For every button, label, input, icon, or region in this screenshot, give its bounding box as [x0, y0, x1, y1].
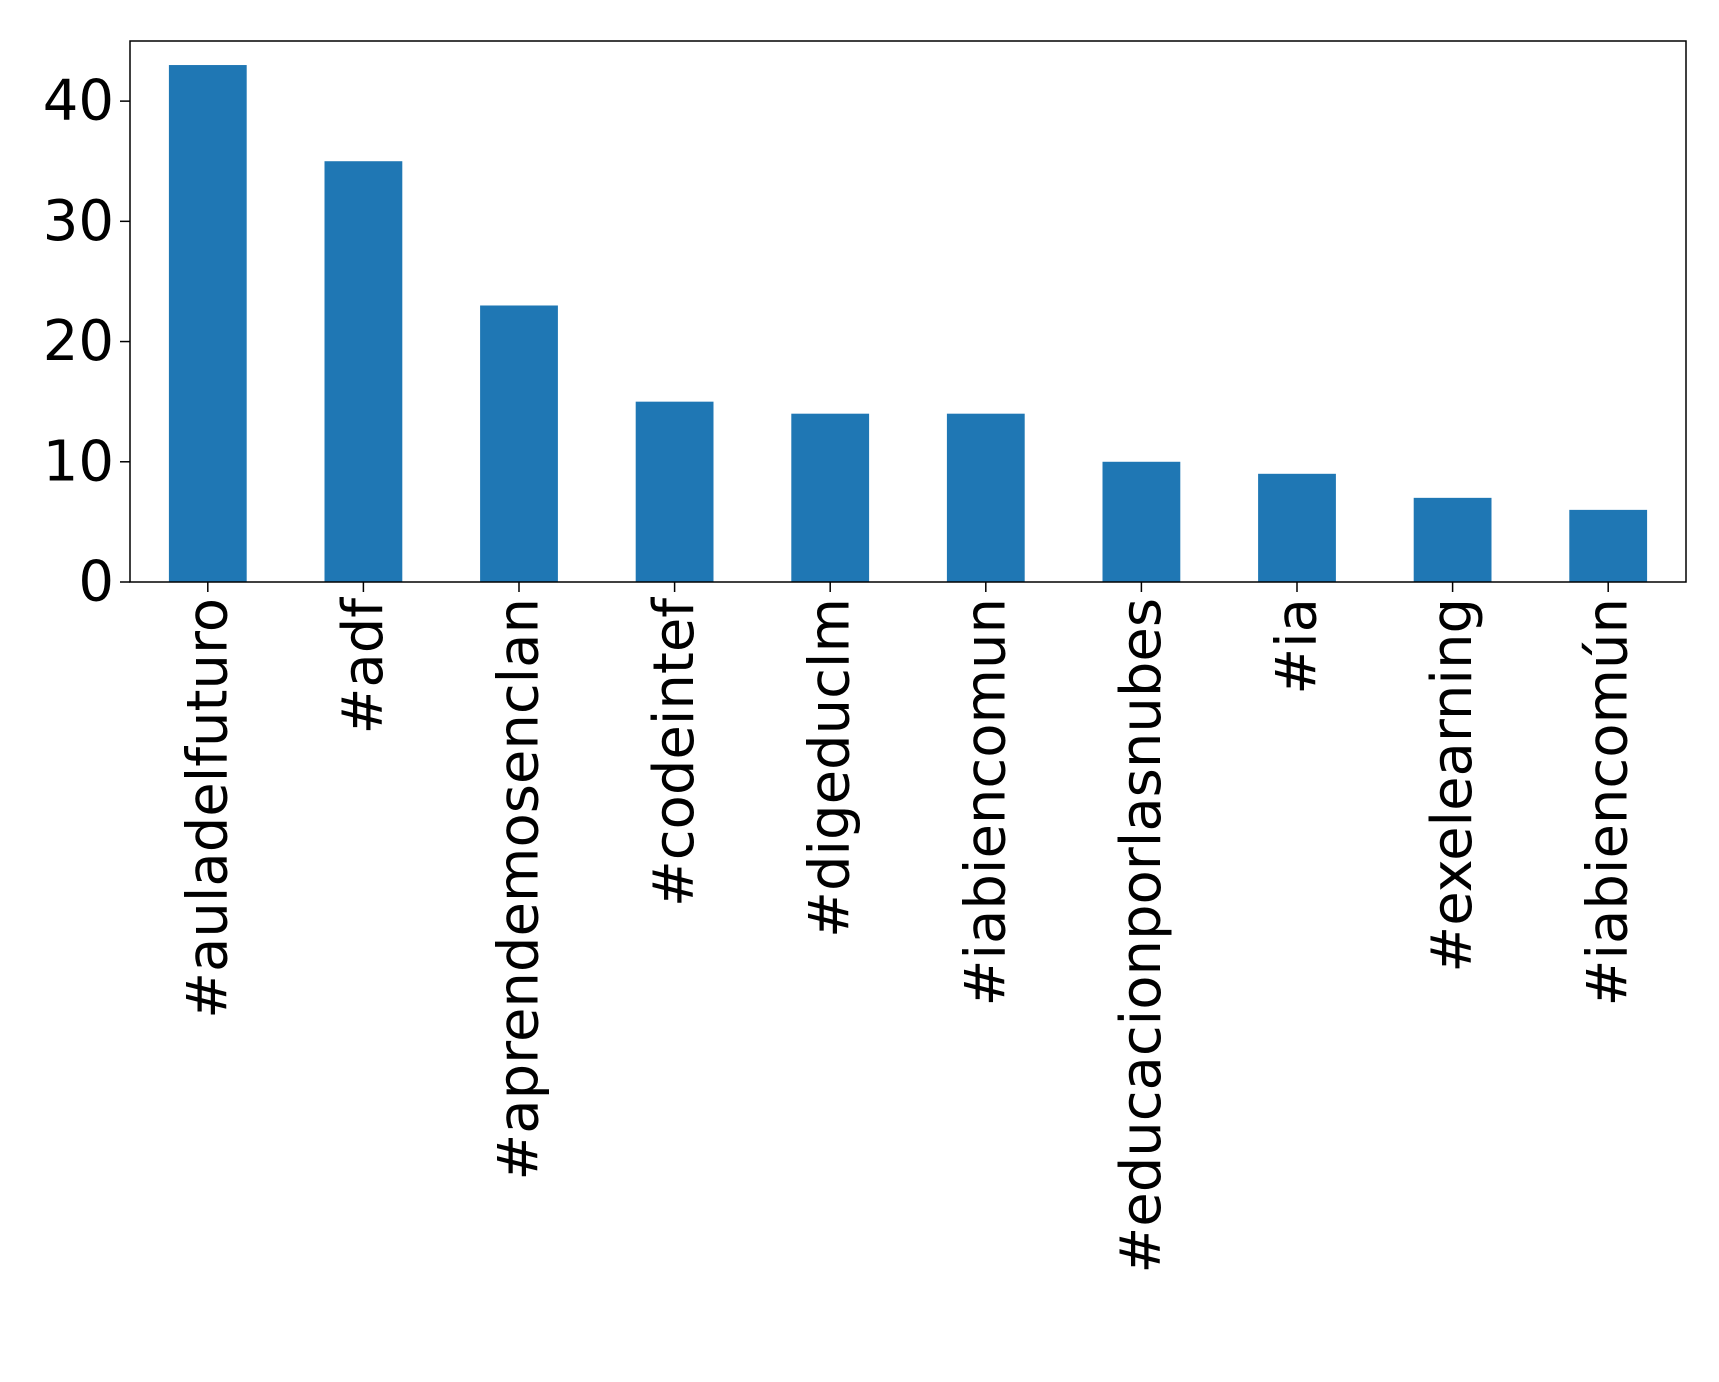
- bar-0: [168, 65, 247, 583]
- y-tick-label-3: 30: [43, 189, 114, 254]
- bar-9: [1569, 509, 1648, 582]
- x-tick-label-9: #iabiencomún: [1576, 598, 1641, 1006]
- bar-2: [480, 305, 558, 582]
- bar-1: [324, 161, 403, 582]
- bars-group: [168, 65, 1648, 583]
- bar-7: [1258, 473, 1336, 582]
- x-tick-label-7: #ia: [1265, 598, 1330, 695]
- y-tick-label-2: 20: [43, 309, 114, 374]
- bar-4: [791, 413, 870, 582]
- y-tick-label-0: 0: [78, 550, 114, 615]
- bar-8: [1413, 497, 1492, 582]
- y-tick-label-1: 10: [43, 429, 114, 494]
- plot-frame: [129, 40, 1687, 583]
- x-tick-label-5: #iabiencomun: [953, 598, 1018, 1006]
- x-tick-label-1: #adf: [331, 597, 396, 735]
- bar-5: [946, 413, 1025, 582]
- x-tick-label-2: #aprendemosenclan: [487, 598, 552, 1181]
- x-axis: #auladelfuturo #adf #aprendemosenclan #code…: [175, 582, 1641, 1274]
- x-tick-label-4: #digeduclm: [798, 598, 863, 938]
- bar-6: [1102, 461, 1181, 582]
- y-axis: 0 10 20 30 40: [43, 69, 130, 615]
- x-tick-label-6: #educacionporlasnubes: [1109, 598, 1174, 1274]
- y-tick-label-4: 40: [43, 69, 114, 134]
- x-tick-label-0: #auladelfuturo: [175, 598, 240, 1019]
- bar-3: [635, 401, 714, 582]
- x-tick-label-8: #exelearning: [1420, 598, 1485, 973]
- x-tick-label-3: #codeintef: [642, 597, 707, 907]
